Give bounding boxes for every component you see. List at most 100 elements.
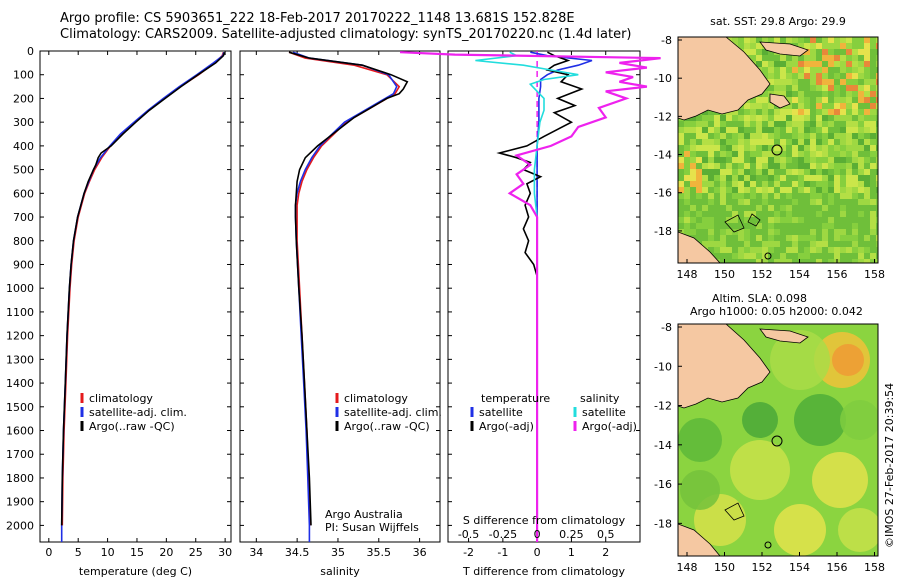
sst-cell bbox=[816, 235, 822, 241]
sst-cell bbox=[804, 211, 810, 217]
map-lat-label: -10 bbox=[654, 72, 672, 85]
sst-cell bbox=[804, 79, 810, 85]
sst-cell bbox=[858, 187, 864, 193]
sst-cell bbox=[828, 43, 834, 49]
sst-cell bbox=[762, 187, 768, 193]
sst-cell bbox=[870, 55, 876, 61]
sst-cell bbox=[780, 199, 786, 205]
sst-cell bbox=[792, 103, 798, 109]
sst-cell bbox=[678, 217, 684, 223]
sst-cell bbox=[852, 247, 858, 253]
depth-tick-label: 1300 bbox=[6, 353, 34, 366]
sst-cell bbox=[816, 139, 822, 145]
sst-cell bbox=[864, 157, 870, 163]
sst-cell bbox=[834, 235, 840, 241]
sst-cell bbox=[834, 145, 840, 151]
legend-label: satellite bbox=[582, 406, 626, 419]
sst-cell bbox=[864, 187, 870, 193]
sst-cell bbox=[756, 241, 762, 247]
sst-cell bbox=[864, 79, 870, 85]
legend-label: satellite bbox=[479, 406, 523, 419]
sst-cell bbox=[822, 67, 828, 73]
sst-cell bbox=[714, 139, 720, 145]
sst-cell bbox=[696, 151, 702, 157]
sst-cell bbox=[762, 181, 768, 187]
sst-cell bbox=[714, 133, 720, 139]
sla-land-new-britain bbox=[759, 328, 809, 344]
sst-cell bbox=[810, 127, 816, 133]
depth-tick-label: 600 bbox=[13, 187, 34, 200]
sst-cell bbox=[708, 229, 714, 235]
sst-cell bbox=[756, 211, 762, 217]
sst-cell bbox=[846, 205, 852, 211]
sla-secondary-marker bbox=[764, 541, 772, 549]
sst-cell bbox=[876, 175, 878, 181]
sst-map bbox=[677, 36, 879, 264]
sst-cell bbox=[852, 91, 858, 97]
sst-cell bbox=[720, 241, 726, 247]
sst-cell bbox=[714, 205, 720, 211]
sst-cell bbox=[768, 211, 774, 217]
sst-cell bbox=[774, 175, 780, 181]
sst-cell bbox=[780, 193, 786, 199]
sst-cell bbox=[756, 151, 762, 157]
sst-cell bbox=[798, 103, 804, 109]
sst-cell bbox=[768, 241, 774, 247]
sst-cell bbox=[798, 187, 804, 193]
sst-cell bbox=[750, 55, 756, 61]
sst-cell bbox=[786, 187, 792, 193]
sst-cell bbox=[798, 115, 804, 121]
sst-cell bbox=[876, 211, 878, 217]
sst-cell bbox=[804, 115, 810, 121]
sst-cell bbox=[876, 79, 878, 85]
sst-cell bbox=[780, 211, 786, 217]
sla-reef-outline bbox=[724, 502, 745, 521]
sst-cell bbox=[840, 103, 846, 109]
sst-cell bbox=[816, 175, 822, 181]
sst-cell bbox=[876, 253, 878, 259]
sst-cell bbox=[756, 139, 762, 145]
sst-cell bbox=[876, 241, 878, 247]
sst-cell bbox=[708, 169, 714, 175]
sst-cell bbox=[834, 241, 840, 247]
sst-cell bbox=[828, 91, 834, 97]
sst-cell bbox=[762, 67, 768, 73]
sst-cell bbox=[858, 217, 864, 223]
sst-cell bbox=[828, 223, 834, 229]
sst-cell bbox=[840, 223, 846, 229]
sst-cell bbox=[696, 235, 702, 241]
sst-cell bbox=[822, 199, 828, 205]
sst-cell bbox=[804, 253, 810, 259]
sst-cell bbox=[852, 205, 858, 211]
sst-cell bbox=[744, 259, 750, 263]
sst-cell bbox=[816, 145, 822, 151]
sst-cell bbox=[834, 115, 840, 121]
sst-cell bbox=[774, 61, 780, 67]
sst-cell bbox=[804, 259, 810, 263]
sst-cell bbox=[708, 175, 714, 181]
legend-label: Argo(-adj) bbox=[582, 420, 637, 433]
sst-cell bbox=[768, 151, 774, 157]
sst-cell bbox=[834, 49, 840, 55]
sst-cell bbox=[852, 199, 858, 205]
sst-cell bbox=[846, 67, 852, 73]
sst-cell bbox=[702, 241, 708, 247]
sst-cell bbox=[774, 259, 780, 263]
sst-cell bbox=[708, 235, 714, 241]
sst-cell bbox=[684, 169, 690, 175]
sst-cell bbox=[744, 193, 750, 199]
sst-cell bbox=[822, 169, 828, 175]
sst-cell bbox=[798, 151, 804, 157]
sst-cell bbox=[792, 235, 798, 241]
sst-cell bbox=[834, 211, 840, 217]
sst-cell bbox=[828, 205, 834, 211]
sst-cell bbox=[840, 211, 846, 217]
sst-cell bbox=[744, 199, 750, 205]
sst-cell bbox=[786, 85, 792, 91]
sst-cell bbox=[828, 109, 834, 115]
sst-cell bbox=[702, 229, 708, 235]
sst-cell bbox=[780, 163, 786, 169]
sst-cell bbox=[696, 193, 702, 199]
sst-cell bbox=[690, 175, 696, 181]
sst-cell bbox=[714, 247, 720, 253]
